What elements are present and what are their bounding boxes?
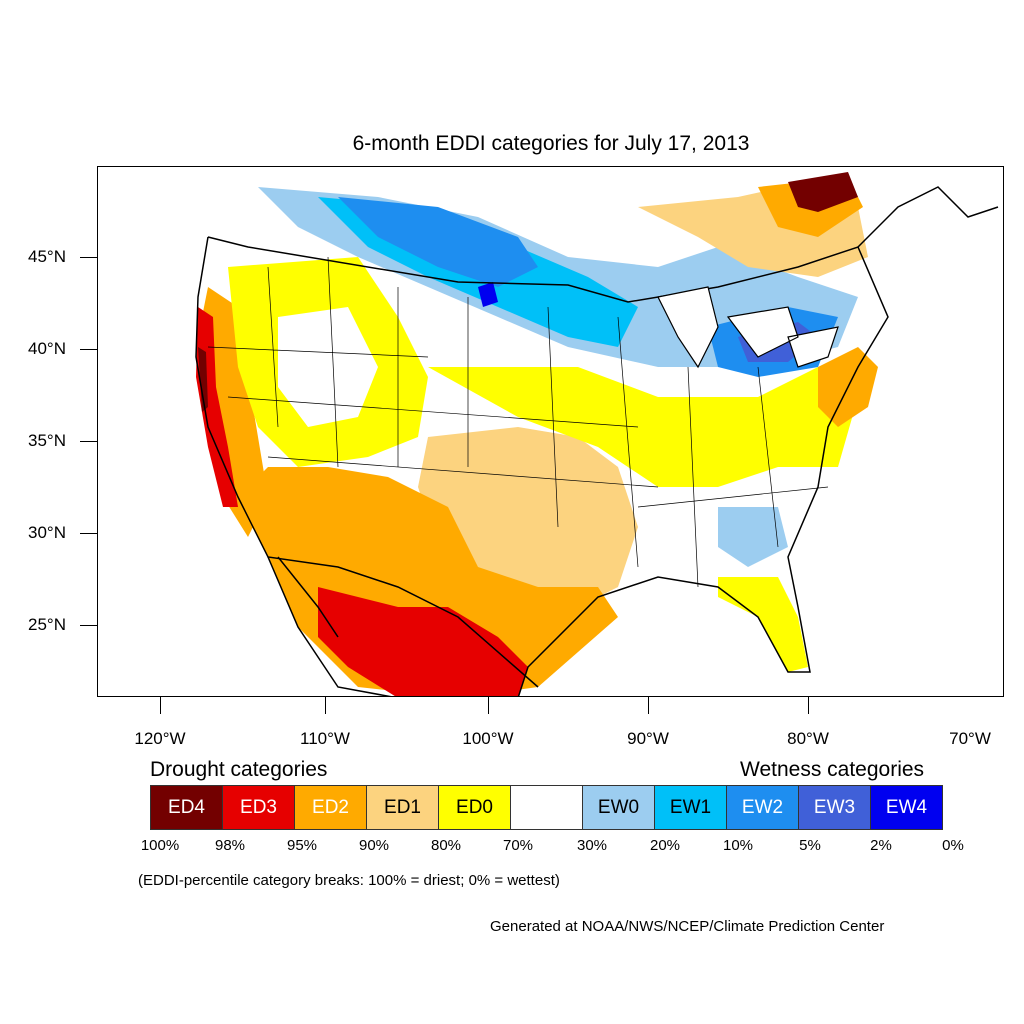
region-westcoast-ed2 [198, 287, 268, 537]
legend-box-ew4: EW4 [870, 785, 943, 830]
lat-tickmark [80, 257, 97, 258]
lon-tickmark [808, 697, 809, 714]
break-label: 2% [870, 837, 892, 854]
lat-tickmark [80, 441, 97, 442]
lat-tick-label: 45°N [28, 247, 66, 266]
state-borders [207, 256, 829, 588]
break-label: 30% [576, 837, 608, 854]
eddi-map [97, 166, 1004, 697]
lon-tick-label: 80°W [787, 729, 829, 748]
drought-heading: Drought categories [150, 758, 328, 781]
lat-tick-label: 40°N [28, 339, 66, 358]
great-lakes-outline [657, 286, 839, 369]
legend-box-ed0: ED0 [438, 785, 511, 830]
lon-tick-label: 120°W [134, 729, 186, 748]
legend-box-ed1: ED1 [366, 785, 439, 830]
break-label: 10% [722, 837, 754, 854]
region-westcoast-ed3 [196, 307, 238, 507]
map-title: 6-month EDDI categories for July 17, 201… [352, 132, 750, 155]
region-central-ed0 [428, 367, 858, 487]
canada-outline [857, 186, 999, 248]
lat-tickmark [80, 349, 97, 350]
region-interior-west-white [278, 307, 378, 427]
region-westcoast-ed4 [198, 347, 208, 412]
region-quebec-ed4 [788, 172, 858, 212]
legend-box-ed4: ED4 [150, 785, 223, 830]
lat-tick-label: 30°N [28, 523, 66, 542]
legend-box-ew2: EW2 [726, 785, 799, 830]
break-label: 20% [649, 837, 681, 854]
break-label: 0% [942, 837, 964, 854]
lat-tick-label: 35°N [28, 431, 66, 450]
mexico-coast [267, 556, 392, 696]
region-southeast-ew0 [718, 507, 788, 567]
category-note: (EDDI-percentile category breaks: 100% =… [138, 872, 560, 889]
lon-tickmark [160, 697, 161, 714]
lon-tick-label: 90°W [627, 729, 669, 748]
break-label: 100% [140, 837, 180, 854]
legend-box-ew1: EW1 [654, 785, 727, 830]
region-lakes-ew4 [478, 282, 498, 307]
wetness-heading: Wetness categories [740, 758, 925, 781]
break-label: 90% [358, 837, 390, 854]
lat-tickmark [80, 533, 97, 534]
legend-box-ed3: ED3 [222, 785, 295, 830]
legend-box-neutral [510, 785, 583, 830]
lon-tick-label: 100°W [462, 729, 514, 748]
lon-tick-label: 110°W [300, 729, 350, 748]
category-legend: ED4 ED3 ED2 ED1 ED0 EW0 EW1 EW2 EW3 EW4 [150, 785, 943, 830]
region-mexico-ed3 [318, 587, 528, 696]
credit-line: Generated at NOAA/NWS/NCEP/Climate Predi… [490, 918, 885, 935]
us-outline [195, 236, 889, 696]
break-label: 70% [502, 837, 534, 854]
lon-tickmark [325, 697, 326, 714]
legend-box-ed2: ED2 [294, 785, 367, 830]
break-label: 95% [286, 837, 318, 854]
legend-box-ew3: EW3 [798, 785, 871, 830]
lon-tickmark [488, 697, 489, 714]
lon-tick-label: 70°W [949, 729, 991, 748]
region-florida-ed0 [718, 577, 808, 672]
lat-tick-label: 25°N [28, 615, 66, 634]
break-label: 98% [214, 837, 246, 854]
break-label: 5% [799, 837, 821, 854]
lon-tickmark [648, 697, 649, 714]
break-label: 80% [430, 837, 462, 854]
lat-tickmark [80, 625, 97, 626]
eddi-map-graphic [195, 172, 999, 696]
region-north-ew2 [338, 197, 538, 287]
legend-box-ew0: EW0 [582, 785, 655, 830]
